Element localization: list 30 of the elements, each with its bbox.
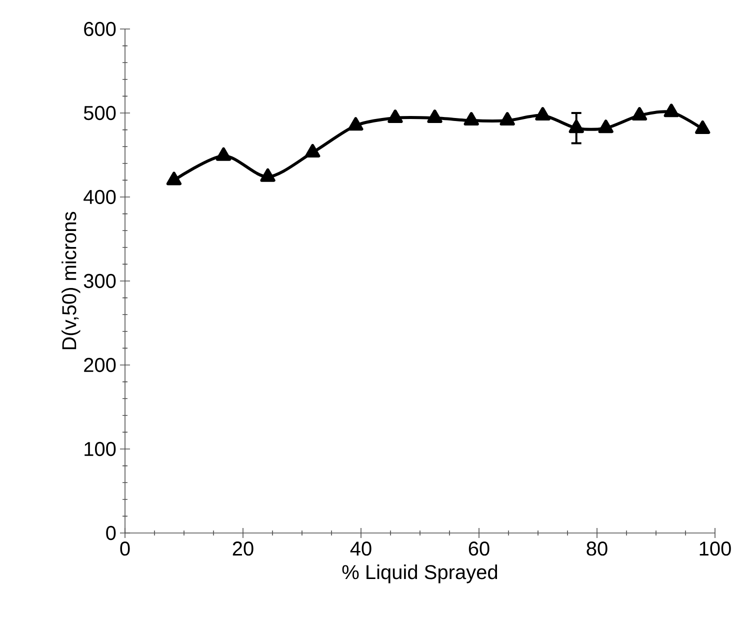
y-tick-label: 500	[84, 106, 116, 120]
point	[216, 147, 232, 161]
point	[305, 144, 320, 158]
point	[427, 110, 442, 124]
y-tick-label: 100	[84, 442, 116, 456]
point	[464, 112, 479, 126]
x-tick-label: 100	[700, 542, 731, 556]
x-tick-label: 40	[350, 542, 372, 556]
y-axis-title: D(v,50) microns	[62, 212, 80, 350]
point	[260, 168, 276, 182]
point	[568, 120, 584, 134]
point	[388, 110, 403, 124]
x-axis-title: % Liquid Sprayed	[342, 564, 498, 584]
point	[664, 104, 679, 118]
y-tick-label: 600	[84, 22, 116, 36]
y-tick-label: 200	[84, 358, 116, 372]
y-tick-label: 400	[84, 190, 116, 204]
x-tick-label: 0	[120, 542, 130, 556]
point	[166, 172, 182, 186]
x-tick-label: 60	[468, 542, 490, 556]
point	[695, 120, 710, 134]
point	[632, 107, 648, 121]
point	[535, 107, 550, 121]
point	[500, 112, 515, 126]
point	[348, 117, 364, 131]
y-tick-label: 300	[84, 274, 116, 288]
y-tick-label: 0	[106, 526, 116, 540]
x-tick-label: 80	[586, 542, 608, 556]
x-tick-label: 20	[232, 542, 254, 556]
point	[598, 120, 614, 134]
